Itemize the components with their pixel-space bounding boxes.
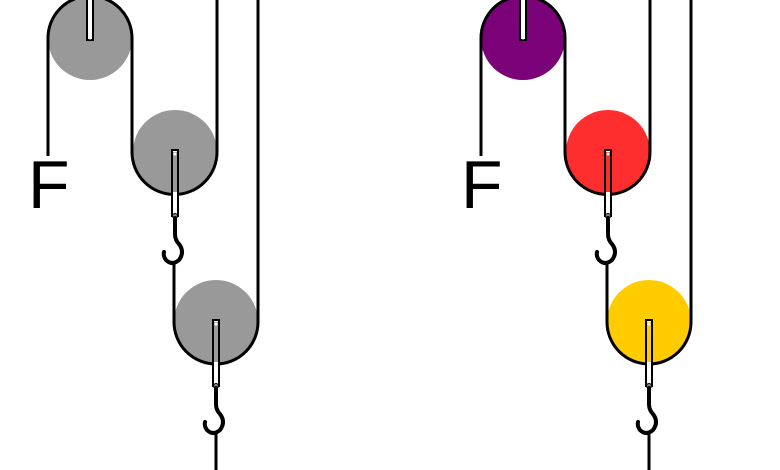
axle-bracket-top: [519, 0, 527, 41]
bracket-slot-bottom: [214, 322, 218, 362]
bracket-slot-middle: [173, 152, 177, 192]
axle-bracket-top: [86, 0, 94, 41]
axle-pin-bottom: [647, 322, 651, 326]
bracket-slot-bottom: [647, 322, 651, 362]
hook-icon: [161, 216, 184, 265]
hook-icon: [594, 216, 617, 265]
bracket-slot-middle: [606, 152, 610, 192]
axle-pin-middle: [606, 152, 610, 156]
rope-main: [46, 0, 219, 196]
hook-icon: [635, 386, 658, 435]
axle-pin-bottom: [214, 322, 218, 326]
rope-main: [479, 0, 652, 196]
force-label: F: [461, 147, 503, 223]
axle-pin-top: [521, 36, 525, 40]
force-label: F: [28, 147, 70, 223]
axle-pin-middle: [173, 152, 177, 156]
pulley-system-gray: F: [28, 0, 260, 470]
pulley-system-colored: F: [461, 0, 693, 470]
hook-icon: [202, 386, 225, 435]
axle-pin-top: [88, 36, 92, 40]
